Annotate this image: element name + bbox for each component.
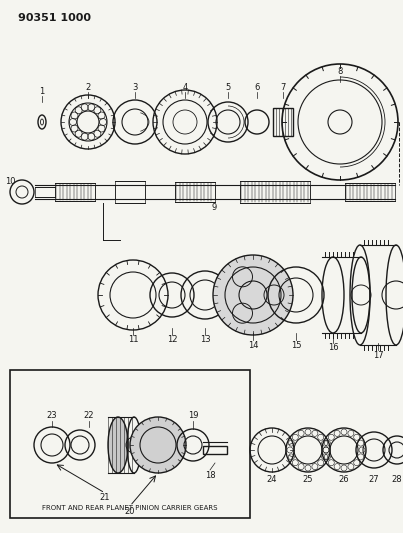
Circle shape	[213, 255, 293, 335]
Circle shape	[130, 417, 186, 473]
Text: 2: 2	[85, 84, 91, 93]
Text: 8: 8	[337, 68, 343, 77]
Bar	[273, 108, 293, 136]
Text: 15: 15	[291, 341, 301, 350]
Text: 27: 27	[369, 475, 379, 484]
Text: 12: 12	[167, 335, 177, 344]
Text: 22: 22	[84, 410, 94, 419]
Text: 11: 11	[128, 335, 138, 344]
Text: 4: 4	[183, 84, 188, 93]
Text: 9: 9	[212, 203, 217, 212]
Text: 1: 1	[39, 87, 45, 96]
Ellipse shape	[108, 417, 128, 473]
Text: 28: 28	[392, 475, 402, 484]
Text: 13: 13	[200, 335, 210, 344]
Text: FRONT AND REAR PLANET PINION CARRIER GEARS: FRONT AND REAR PLANET PINION CARRIER GEA…	[42, 505, 218, 511]
Text: 25: 25	[303, 475, 313, 484]
Text: 5: 5	[225, 84, 231, 93]
Text: 20: 20	[125, 506, 135, 515]
Bar	[203, 446, 227, 454]
Text: 17: 17	[373, 351, 383, 359]
Text: 90351 1000: 90351 1000	[18, 13, 91, 23]
Bar	[10, 370, 250, 518]
Text: 16: 16	[328, 343, 338, 352]
Text: 26: 26	[339, 475, 349, 484]
Text: 19: 19	[188, 410, 198, 419]
Text: 14: 14	[248, 341, 258, 350]
Text: 21: 21	[100, 494, 110, 503]
Text: 18: 18	[205, 471, 215, 480]
Text: 7: 7	[280, 84, 286, 93]
Text: 6: 6	[254, 84, 260, 93]
Text: 23: 23	[47, 410, 57, 419]
Text: 3: 3	[132, 84, 138, 93]
Text: 24: 24	[267, 475, 277, 484]
Text: 10: 10	[5, 177, 15, 187]
